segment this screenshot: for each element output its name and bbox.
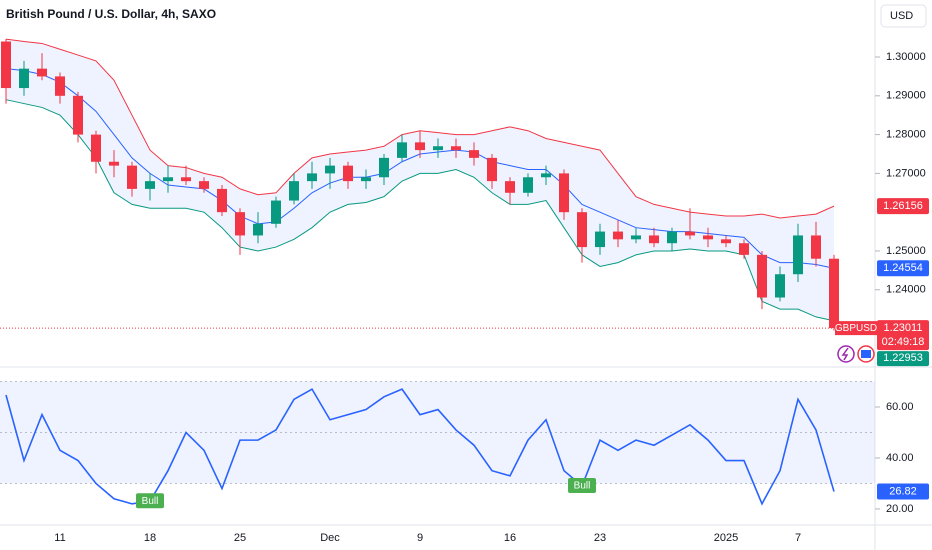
event-icon[interactable] [837,345,855,363]
candle-body [451,146,461,151]
candle-body [325,165,335,174]
x-tick-label: 18 [144,532,156,544]
bid-label: 1.22953 [883,352,923,364]
candle-body [181,177,191,182]
chart-title: British Pound / U.S. Dollar, 4h, SAXO [6,7,216,21]
candle-body [37,68,47,77]
candle-body [631,235,641,240]
candle-body [685,231,695,236]
y-tick-label: 60.00 [886,401,914,413]
candle-body [757,254,767,298]
x-tick-label: 25 [234,532,246,544]
rsi-value-box [877,483,929,500]
y-tick-label: 1.30000 [886,51,926,63]
symbol-label: GBPUSD [835,323,877,334]
current-price-label: 1.23011 [884,322,923,334]
candle-body [55,76,65,96]
band-price-label: 1.24554 [883,262,923,274]
y-tick-label: 1.25000 [886,245,926,257]
y-tick-label: 40.00 [886,452,914,464]
candle-body [307,173,317,182]
countdown-label: 02:49:18 [882,336,925,348]
candle-body [829,258,839,329]
candle-body [433,146,443,151]
band-price-box [877,198,929,215]
signal-box [568,478,596,494]
news-icon-flag [861,350,871,358]
candle-body [19,68,29,89]
candle-body [127,165,137,189]
candle-body [559,173,569,213]
candle-body [667,231,677,244]
candle-body [109,161,119,166]
x-tick-label: 9 [417,532,423,544]
candle-body [721,239,731,244]
candle-body [361,177,371,182]
current-price-box [877,320,929,351]
candle-body [1,41,11,89]
candle-body [811,235,821,259]
candle-body [775,274,785,298]
candle-body [73,95,83,135]
candle-body [703,235,713,240]
y-tick-label: 20.00 [886,503,914,515]
signal-box [136,493,164,509]
band-price-label: 1.26156 [883,200,923,212]
candle-body [217,188,227,213]
candle-body [541,173,551,178]
candle-body [487,157,497,182]
bid-box [877,351,929,367]
y-tick-label: 1.29000 [886,90,926,102]
x-tick-label: 2025 [714,532,738,544]
band-line [5,38,835,219]
candle-body [739,243,749,255]
currency-label[interactable]: USD [890,10,913,22]
x-tick-label: 7 [795,532,801,544]
candle-body [505,181,515,193]
candle-body [199,181,209,189]
x-tick-label: 23 [594,532,606,544]
candle-body [469,150,479,158]
candle-body [145,181,155,189]
candle-body [415,142,425,151]
candle-body [379,157,389,178]
candle-body [793,235,803,275]
symbol-box [835,321,877,336]
candle-body [253,223,263,236]
x-tick-label: Dec [320,532,340,544]
candle-body [343,165,353,182]
currency-button[interactable] [880,4,927,28]
band-fill [6,39,834,321]
band-line [5,99,835,322]
x-tick-label: 11 [54,532,65,544]
event-icon-bolt [841,347,849,361]
candle-body [271,200,281,224]
candle-body [577,212,587,248]
candle-body [163,177,173,182]
signal-label: Bull [142,496,159,507]
signal-label: Bull [574,481,591,492]
candle-body [523,177,533,193]
rsi-value-label: 26.82 [889,485,917,497]
candle-body [91,134,101,162]
band-price-box [877,260,929,277]
y-tick-label: 1.28000 [886,129,926,141]
candle-body [235,212,245,236]
candle-body [397,142,407,158]
candle-body [649,235,659,244]
candle-body [289,181,299,201]
x-tick-label: 16 [504,532,516,544]
y-tick-label: 1.24000 [886,284,926,296]
y-tick-label: 1.27000 [886,167,926,179]
candle-body [613,231,623,240]
candle-body [595,231,605,248]
